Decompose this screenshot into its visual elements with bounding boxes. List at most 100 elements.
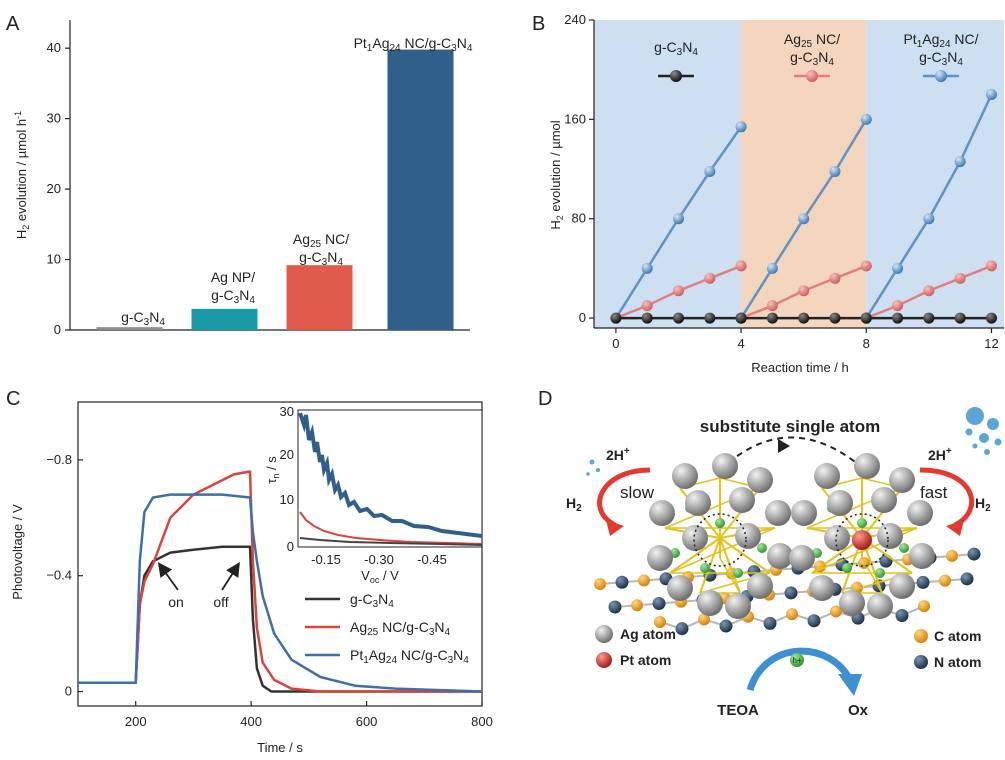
silver-atom [735,523,761,549]
nitrogen-atom [675,622,689,636]
panel-b-xtick-label: 4 [737,336,744,351]
panel-c-xtick-label: 200 [125,714,147,729]
inset-curve-pt1ag24 [298,412,482,538]
silver-atom [765,500,791,526]
data-point [923,312,935,324]
silver-atom [824,525,850,551]
data-point [641,300,653,312]
bubbles-right [965,407,1002,455]
silver-atom [827,490,853,516]
bar-label-ag25: Ag25 NC/ g-C3N4 [293,231,349,268]
inset-curve-g-c3n4 [299,537,482,546]
silver-atom [682,525,708,551]
panel-c-frame [77,401,483,707]
bar-label-g-c3n4: g-C3N4 [121,309,165,328]
carbon-atom [594,578,606,590]
diagram-legend: Ag atom Pt atom C atom N atom [595,625,981,670]
bar [96,327,163,330]
svg-text:g-C3N4: g-C3N4 [790,49,834,68]
cluster-bond [699,537,721,594]
silver-atom [814,463,840,489]
inset-ytick: 0 [287,539,294,554]
data-point [735,260,747,272]
diagram-title: substitute single atom [700,417,880,436]
inset-ytick: 10 [280,492,294,507]
nitrogen-atom [608,600,622,614]
panel-a-ytick-label: 30 [47,111,61,126]
panel-a-bar-chart: 0 10 20 30 40 H2 evolution / µmol h-1 g-C3N4… [13,20,473,337]
legend-c-label: C atom [934,628,981,644]
pt-atom-icon [596,652,612,668]
data-point [829,312,841,324]
cluster-bond [719,537,771,574]
silver-atom [791,500,817,526]
bar [191,308,258,330]
panel-b-xtick-label: 0 [612,336,619,351]
left-reaction-arrowhead [606,520,624,536]
data-point [704,312,716,324]
svg-text:Pt1Ag24 NC/: Pt1Ag24 NC/ [903,31,978,50]
inset-curve-ag25 [299,511,482,545]
svg-text:Ag25 NC/g-C3N4: Ag25 NC/g-C3N4 [350,619,451,638]
nitrogen-atom [879,554,893,568]
n-atom-icon [914,655,928,669]
legend-marker-black [658,70,694,82]
panel-b-ytick-label: 0 [579,310,586,325]
svg-text:off: off [213,594,228,610]
silver-atom [871,487,897,513]
carbon-atom [939,574,951,587]
svg-text:g-C3N4: g-C3N4 [350,591,394,610]
ligand-atom [733,568,743,578]
inset-xtick: -0.15 [311,552,341,567]
nitrogen-atom [967,547,981,561]
region-label-g-c3n4: g-C3N4 [654,39,698,58]
carbon-atom [631,599,643,612]
silver-atom [747,573,773,599]
ox-label: Ox [848,702,869,719]
svg-text:Ag25 NC/: Ag25 NC/ [293,231,349,250]
right-speed-label: fast [920,483,948,502]
region-label-pt1ag24: Pt1Ag24 NC/ g-C3N4 [903,31,978,68]
legend-marker-blue [923,70,959,82]
data-point [954,312,966,324]
data-point [892,300,904,312]
bubble-dot [586,472,590,476]
ligand-atom [842,563,852,573]
data-point [766,262,778,274]
nitrogen-atom [763,616,777,630]
series-line [78,470,482,693]
silver-atom [672,463,698,489]
data-point [860,113,872,125]
data-point [923,285,935,297]
nitrogen-atom [784,586,798,600]
core-highlight [835,513,889,567]
annotation-on: on [157,562,184,610]
carbon-atom [830,605,842,618]
ligand-atom [899,543,909,553]
panel-letter-c: C [6,388,20,410]
silver-atom [697,590,723,616]
nitrogen-atom [807,614,821,628]
data-point [954,272,966,284]
panel-b-xtick-label: 12 [984,336,998,351]
inset-ytick: 30 [280,404,294,419]
data-point [704,272,716,284]
silver-atom [789,545,815,571]
panel-b-line-chart: 0 80 160 240 0 4 8 12 H2 evolution / µmol React… [548,12,1004,375]
nitrogen-atom [895,608,909,622]
data-point [985,312,997,324]
panel-letter-b: B [532,13,545,35]
silver-atom [907,500,933,526]
carbon-atom [786,608,798,621]
panel-b-ytick-label: 80 [572,211,586,226]
bar-label-pt1ag24: Pt1Ag24 NC/g-C3N4 [354,35,473,54]
panel-c-xtick-label: 600 [356,714,378,729]
data-point [704,166,716,178]
data-point [766,300,778,312]
cluster-bond [719,557,741,594]
bar [286,265,353,330]
data-point [923,213,935,225]
data-point [673,312,685,324]
cluster-bond [861,557,883,594]
